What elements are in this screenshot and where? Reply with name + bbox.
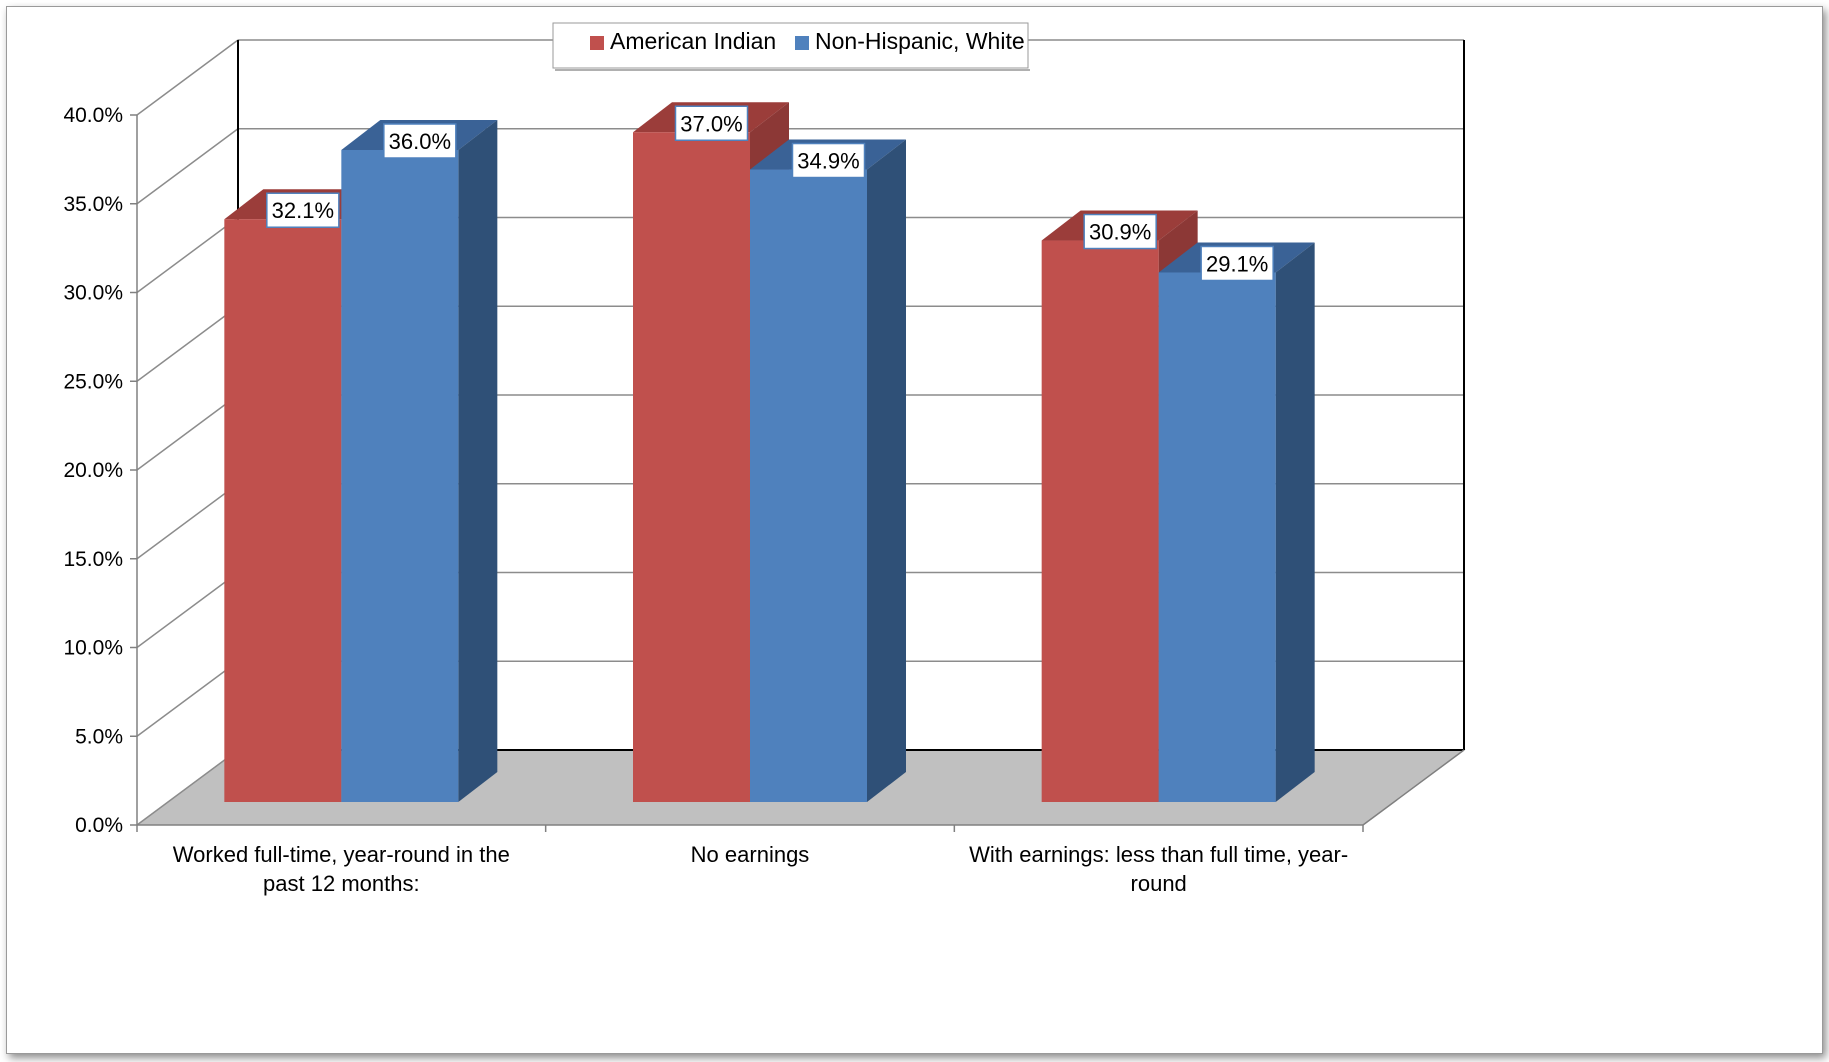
data-label: 29.1% — [1200, 245, 1274, 282]
legend: American Indian Non-Hispanic, White — [552, 22, 1030, 71]
x-category-label-line: past 12 months: — [263, 871, 420, 896]
side-gridline — [136, 749, 239, 826]
bar-non-hispanic-white — [341, 120, 498, 802]
bar-side-face — [867, 139, 906, 802]
x-category-label-line: With earnings: less than full time, year… — [969, 842, 1348, 867]
bar-front-face — [633, 132, 750, 802]
y-tick-label: 20.0% — [63, 459, 123, 482]
data-label-box — [791, 142, 866, 179]
bar-non-hispanic-white — [1158, 242, 1315, 803]
bar-chart: 0.0% 5.0% 10.0% 15.0% 20.0% 25.0% 30.0% 35.0% 40… — [63, 22, 1466, 896]
x-category-label: With earnings: less than full time, year… — [969, 842, 1348, 896]
bar-side-face — [458, 120, 498, 802]
bar-front-face — [1158, 272, 1276, 803]
legend-label: American Indian — [610, 28, 776, 54]
side-gridline — [136, 305, 239, 382]
data-label: 32.1% — [266, 192, 340, 228]
side-gridline — [136, 216, 239, 294]
y-tick-label: 10.0% — [63, 637, 123, 660]
x-category-label-line: round — [1131, 871, 1187, 896]
side-gridline — [136, 394, 239, 471]
legend-swatch — [795, 36, 809, 50]
bar-front-face — [1041, 240, 1159, 802]
x-category-label-line: No earnings — [691, 842, 810, 867]
y-tick-label: 5.0% — [75, 725, 123, 748]
y-tick-label: 40.0% — [63, 104, 123, 127]
bar-front-face — [750, 169, 867, 802]
bar-front-face — [224, 219, 342, 803]
y-tick-label: 35.0% — [63, 193, 123, 216]
bar-front-face — [341, 150, 459, 802]
bar-side-face — [1275, 242, 1315, 803]
chart-frame: 0.0% 5.0% 10.0% 15.0% 20.0% 25.0% 30.0% 35.0% 40… — [6, 6, 1823, 1054]
legend-label: Non-Hispanic, White — [815, 28, 1025, 54]
side-gridline — [136, 128, 239, 205]
data-label-box — [383, 123, 457, 159]
y-tick-label: 0.0% — [75, 814, 123, 837]
data-label: 37.0% — [674, 105, 749, 141]
data-label-text: 32.1% — [272, 198, 334, 223]
legend-box — [552, 22, 1029, 69]
x-category-label-line: Worked full-time, year-round in the — [173, 842, 510, 867]
x-category-label: No earnings — [691, 842, 810, 867]
data-label-text: 29.1% — [1206, 251, 1268, 276]
x-category-label: Worked full-time, year-round in the past … — [173, 842, 510, 896]
side-gridline — [136, 39, 239, 116]
y-tick-label: 15.0% — [63, 548, 123, 571]
data-label-text: 36.0% — [389, 129, 451, 154]
bar-non-hispanic-white — [750, 139, 906, 802]
data-label-box — [266, 192, 340, 228]
data-label-text: 34.9% — [797, 149, 859, 174]
data-label: 30.9% — [1083, 213, 1157, 250]
data-label: 34.9% — [791, 142, 866, 179]
data-label: 36.0% — [383, 123, 457, 159]
legend-swatch — [590, 36, 604, 50]
data-label-box — [674, 105, 749, 141]
y-tick-label: 30.0% — [63, 282, 123, 305]
legend-item: Non-Hispanic, White — [795, 28, 1025, 54]
data-label-box — [1200, 245, 1274, 282]
side-gridline — [136, 660, 239, 737]
data-label-text: 37.0% — [680, 111, 742, 136]
data-label-box — [1083, 213, 1157, 250]
side-gridline — [136, 483, 239, 560]
data-label-text: 30.9% — [1089, 220, 1151, 245]
floor-right-edge — [1362, 749, 1465, 826]
side-gridline — [136, 571, 239, 649]
legend-item: American Indian — [590, 28, 776, 54]
y-tick-label: 25.0% — [63, 370, 123, 393]
